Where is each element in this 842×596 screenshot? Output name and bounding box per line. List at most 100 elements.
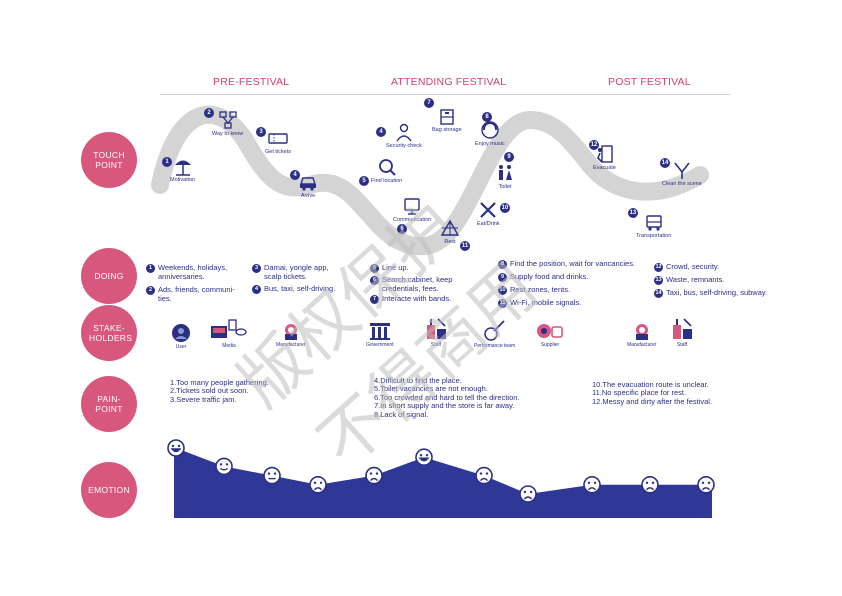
government-icon <box>369 323 390 340</box>
doing-item: 2 Ads, friends, communi- ties. <box>146 285 235 303</box>
row-label-touch-point: TOUCH POINT <box>81 132 137 188</box>
stakeholder-manufacturer: Manufacturer <box>276 321 305 348</box>
emotion-face-sad-icon <box>309 475 327 494</box>
supplier-icon <box>537 324 563 338</box>
ticket-icon <box>268 133 288 144</box>
doing-item: 12 Crowd, security. <box>654 262 720 272</box>
touchpoint-rest: Rest <box>440 218 460 245</box>
doing-item: 10 Rest zones, tents. <box>498 285 571 295</box>
touchpoint-arrive: Arrive <box>298 172 318 199</box>
network-icon <box>218 111 237 129</box>
emotion-face-happy-icon <box>415 448 433 467</box>
stakeholder-user: User <box>171 323 191 350</box>
stakeholder-staff: Staff <box>670 315 694 348</box>
staff-icon <box>427 318 446 339</box>
stakeholder-government: Government <box>366 321 394 348</box>
pain-points-attending: 4.Difficult to find the place. 5.Toilet … <box>374 376 520 419</box>
touchpoint-enjoy-music: Enjoy music <box>475 120 505 147</box>
doing-item: 6 Search cabinet, keep credentials, fees. <box>370 275 452 293</box>
security-guard-icon <box>396 123 412 142</box>
row-label-pain-point: PAIN- POINT <box>81 376 137 432</box>
doing-item: 9 Supply food and drinks. <box>498 272 588 282</box>
touchpoint-number: 3 <box>256 127 266 137</box>
toilet-icon <box>499 165 512 180</box>
touchpoint-number: 9 <box>504 152 514 162</box>
doing-item: 7 Interacte with bands. <box>370 294 451 304</box>
touchpoint-number: 4 <box>290 170 300 180</box>
emotion-face-sad-icon <box>519 485 537 503</box>
touchpoint-number: 13 <box>628 208 638 218</box>
emotion-face-smile-icon <box>215 457 233 476</box>
touchpoint-number: 6 <box>397 224 407 234</box>
row-label-stakeholders: STAKE- HOLDERS <box>81 305 137 361</box>
car-icon <box>300 177 316 191</box>
beach-umbrella-icon <box>174 160 191 176</box>
touchpoint-motivation: Motivation <box>170 156 195 183</box>
fork-knife-icon <box>480 202 497 218</box>
bag-storage-icon <box>440 109 454 125</box>
doing-item: 13 Waste, remnants. <box>654 275 725 285</box>
touchpoint-find-location: Find location <box>371 157 402 184</box>
touchpoint-way-to-know: Way to know <box>212 110 243 137</box>
touchpoint-toilet: Toilet <box>495 163 515 190</box>
emotion-face-sad-icon <box>365 466 383 485</box>
touchpoint-evacuate: Evacuate <box>593 144 616 171</box>
doing-item: 3 Damai, yongle app, scalp tickets. <box>252 263 329 281</box>
search-location-icon <box>378 159 396 176</box>
music-icon <box>481 121 499 139</box>
touchpoint-number: 1 <box>162 157 172 167</box>
user-icon <box>172 324 190 342</box>
doing-item: 5 Line up. <box>370 263 409 273</box>
communication-icon <box>404 198 420 215</box>
touchpoint-clean-the-scene: Clean the scene <box>662 160 702 187</box>
manufacturer-icon <box>284 324 297 340</box>
phase-divider <box>160 94 730 95</box>
doing-item: 14 Taxi, bus, self-driving, subway. <box>654 288 768 298</box>
touchpoint-get-tickets: Get tickets <box>265 128 291 155</box>
phase-attending-festival: ATTENDING FESTIVAL <box>391 76 507 88</box>
row-label-doing: DOING <box>81 248 137 304</box>
touchpoint-number: 10 <box>500 203 510 213</box>
emotion-face-sad-icon <box>475 466 493 485</box>
tent-icon <box>440 219 460 236</box>
guitar-icon <box>483 320 505 341</box>
doing-item: 8 Find the position, wait for vancancies. <box>498 259 635 269</box>
pain-points-post: 10.The evacuation route is unclear. 11.N… <box>592 380 713 406</box>
cleaning-icon <box>674 162 690 179</box>
touchpoint-number: 8 <box>482 112 492 122</box>
doing-item: 11 Wi-Fi, mobile signals. <box>498 298 582 308</box>
emotion-face-sad-icon <box>583 475 601 494</box>
touchpoint-number: 12 <box>589 140 599 150</box>
pain-points-pre: 1.Too many people gathering. 2.Tickets s… <box>170 378 269 404</box>
touchpoint-number: 11 <box>460 241 470 251</box>
touchpoint-transportation: Transportation <box>636 212 671 239</box>
bus-icon <box>645 215 662 231</box>
emotion-face-neutral-icon <box>263 466 281 485</box>
touchpoint-number: 14 <box>660 158 670 168</box>
touchpoint-bag-storage: Bag storage <box>432 106 462 133</box>
stakeholder-media: Media <box>210 318 248 349</box>
touchpoint-number: 2 <box>204 108 214 118</box>
doing-item: 1 Weekends, holidays, anniversaries. <box>146 263 227 281</box>
touchpoint-number: 4 <box>376 127 386 137</box>
media-icon <box>211 319 247 338</box>
stakeholder-performance-team: Performance team <box>474 318 515 349</box>
doing-item: 4 Bus, taxi, self-driving. <box>252 284 335 294</box>
stakeholder-staff: Staff <box>424 315 448 348</box>
touchpoint-security-check: Security check <box>386 122 422 149</box>
emotion-face-sad-icon <box>697 475 715 494</box>
emotion-face-sad-icon <box>641 475 659 494</box>
phase-post-festival: POST FESTIVAL <box>608 76 691 88</box>
emotion-area <box>174 448 712 518</box>
row-label-emotion: EMOTION <box>81 462 137 518</box>
phase-pre-festival: PRE-FESTIVAL <box>213 76 290 88</box>
touchpoint-eat-drink: Eat/Drink <box>477 200 500 227</box>
staff-icon <box>673 318 692 339</box>
touchpoint-number: 5 <box>359 176 369 186</box>
stakeholder-supplier: Supplier <box>536 321 564 348</box>
emotion-face-happy-icon <box>167 439 185 457</box>
touchpoint-communication: Communication <box>393 196 431 223</box>
touchpoint-number: 7 <box>424 98 434 108</box>
